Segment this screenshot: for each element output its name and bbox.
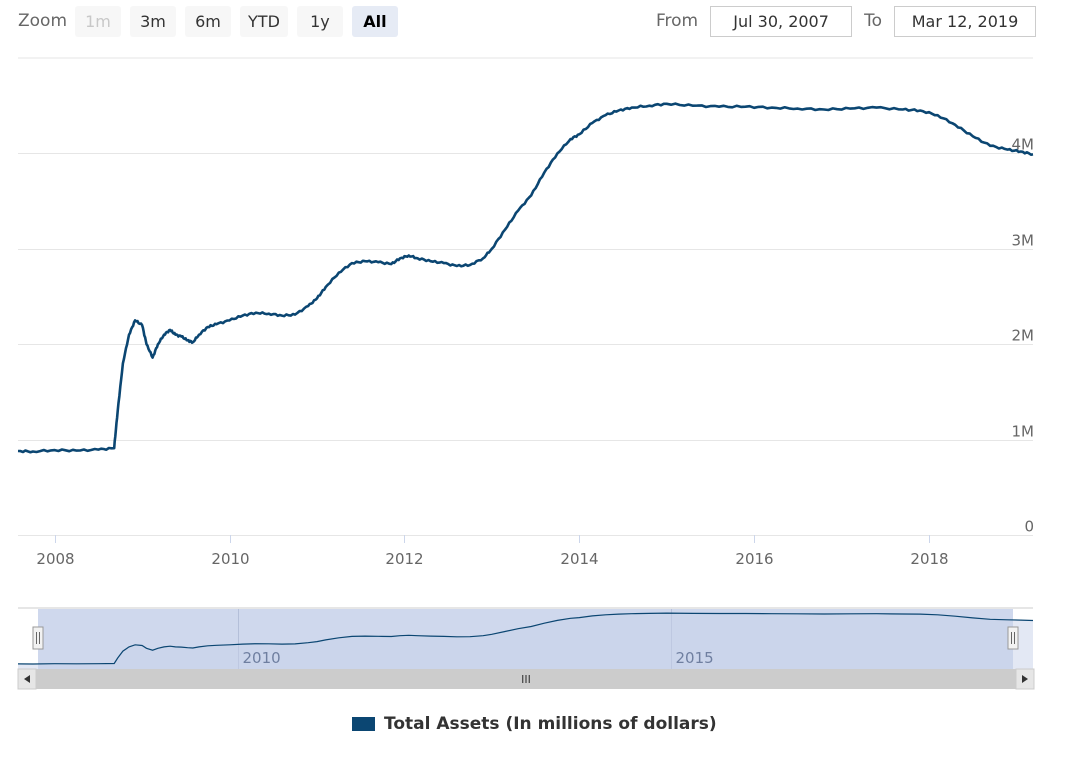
x-tick-label: 2008 [36, 550, 74, 568]
date-range: From To [644, 5, 1036, 37]
arrow-right-icon [1022, 675, 1028, 683]
zoom-all-button[interactable]: All [351, 5, 398, 37]
zoom-1y-button[interactable]: 1y [296, 5, 343, 37]
x-axis-ticks: 2008 2010 2012 2014 2016 2018 [36, 535, 949, 568]
y-tick-label: 0 [1024, 518, 1034, 536]
scrollbar-thumb[interactable] [36, 669, 1016, 689]
scroll-right-button[interactable] [1015, 668, 1035, 690]
y-tick-label: 4M [1012, 136, 1035, 154]
navigator-labels: 2010 2015 [243, 649, 714, 667]
x-tick-label: 2014 [560, 550, 598, 568]
arrow-left-icon [24, 675, 30, 683]
range-selector-zoom: Zoom 1m 3m 6m YTD 1y All [18, 5, 407, 37]
legend-label-total-assets: Total Assets (In millions of dollars) [384, 714, 717, 734]
y-axis-ticks: 0 1M 2M 3M 4M [1012, 136, 1035, 536]
navigator-series-area [18, 613, 1033, 669]
navigator-right-handle[interactable] [1007, 626, 1019, 650]
x-tick-label: 2010 [211, 550, 249, 568]
to-date-input[interactable] [894, 5, 1036, 37]
x-tick-label: 2012 [385, 550, 423, 568]
grid-lines [18, 57, 1033, 536]
from-label: From [655, 11, 699, 31]
scrollbar-grip: III [521, 673, 531, 686]
zoom-6m-button[interactable]: 6m [185, 5, 232, 37]
y-tick-label: 3M [1012, 232, 1035, 250]
zoom-ytd-button[interactable]: YTD [240, 5, 288, 37]
x-tick-label: 2018 [910, 550, 948, 568]
to-label: To [864, 11, 882, 31]
from-date-input[interactable] [710, 5, 853, 37]
y-tick-label: 1M [1012, 423, 1035, 441]
scrollbar[interactable]: III [17, 668, 1035, 690]
series-line-total-assets [17, 102, 1034, 454]
legend-swatch [352, 717, 375, 731]
legend[interactable]: Total Assets (In millions of dollars) [352, 714, 717, 734]
navigator-series-line [17, 612, 1034, 665]
y-tick-label: 2M [1012, 327, 1035, 345]
x-tick-label: 2016 [735, 550, 773, 568]
scroll-left-button[interactable] [17, 668, 37, 690]
navigator[interactable]: 2010 2015 [17, 607, 1034, 669]
navigator-label: 2015 [676, 649, 714, 667]
zoom-1m-button[interactable]: 1m [75, 5, 122, 37]
zoom-label: Zoom [18, 11, 68, 31]
navigator-label: 2010 [243, 649, 281, 667]
navigator-left-handle[interactable] [32, 626, 44, 650]
zoom-3m-button[interactable]: 3m [130, 5, 177, 37]
